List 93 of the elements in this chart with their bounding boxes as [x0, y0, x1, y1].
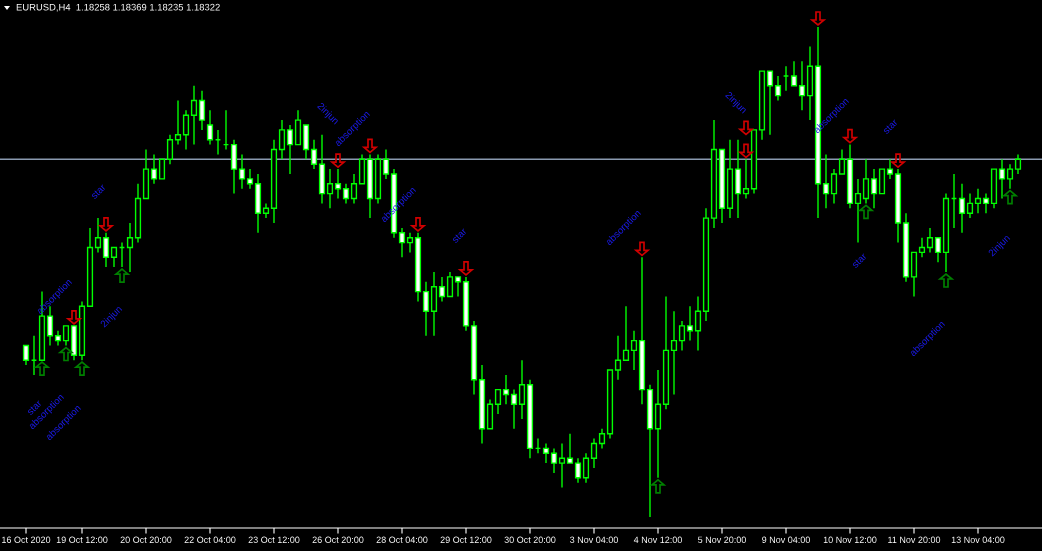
candlestick [110, 246, 118, 268]
x-tick-label: 29 Oct 12:00 [440, 536, 492, 543]
x-tick-label: 3 Nov 04:00 [570, 536, 618, 543]
candlestick [854, 178, 862, 244]
candlestick [406, 232, 414, 254]
candlestick [238, 153, 246, 190]
candlestick [126, 222, 134, 273]
candlestick [174, 99, 182, 146]
candlestick [190, 85, 198, 146]
x-tick-label: 11 Nov 20:00 [888, 536, 941, 543]
annotation: star [90, 183, 107, 200]
candlestick [438, 276, 446, 303]
x-tick-label: 4 Nov 12:00 [633, 536, 682, 543]
candlestick [614, 335, 622, 381]
candlestick [94, 217, 102, 254]
candlestick [150, 153, 158, 185]
candlestick [966, 192, 974, 219]
candlestick [494, 388, 502, 415]
candlestick [686, 305, 694, 342]
x-tick-label: 9 Nov 04:00 [762, 536, 810, 543]
candlestick [510, 388, 518, 430]
candlestick [502, 374, 510, 405]
candlestick [1014, 153, 1022, 175]
candlestick [766, 70, 774, 136]
candlestick [622, 305, 630, 361]
candlestick [934, 237, 942, 263]
candlestick [182, 109, 190, 151]
x-tick-label: 23 Oct 12:00 [248, 536, 300, 543]
candlestick [558, 442, 566, 489]
candlestick [998, 158, 1006, 200]
candlestick [22, 344, 30, 366]
candlestick [822, 153, 830, 209]
candlestick [158, 158, 166, 180]
x-tick-label: 10 Nov 12:00 [823, 536, 877, 543]
candlestick [670, 310, 678, 396]
candlestick [886, 158, 894, 180]
candlestick [102, 232, 110, 268]
candlestick [542, 442, 550, 464]
candlestick [1006, 163, 1014, 190]
candlestick [422, 281, 430, 337]
candlestick [926, 227, 934, 254]
x-tick-label: 30 Oct 20:00 [504, 536, 556, 543]
x-tick-label: 5 Nov 20:00 [698, 536, 746, 543]
x-tick-label: 28 Oct 04:00 [376, 536, 428, 543]
candlestick [198, 90, 206, 131]
candlestick [598, 428, 606, 450]
candlestick [974, 188, 982, 214]
candlestick [982, 192, 990, 214]
candlestick [398, 227, 406, 258]
candlestick [566, 433, 574, 464]
candlestick [862, 158, 870, 205]
candlestick [278, 119, 286, 160]
candlestick [382, 148, 390, 180]
annotation: star [451, 227, 468, 244]
candlestick [798, 60, 806, 111]
x-tick-label: 13 Nov 04:00 [951, 536, 1005, 543]
candlestick [774, 75, 782, 102]
x-tick-label: 19 Oct 12:00 [56, 536, 108, 543]
candlestick [334, 168, 342, 200]
candlestick [550, 447, 558, 474]
candlestick [310, 139, 318, 170]
candlestick [574, 457, 582, 484]
candlestick [958, 183, 966, 234]
annotation: star [851, 252, 868, 269]
candlestick [350, 173, 358, 205]
candlestick [582, 452, 590, 484]
candlestick [246, 168, 254, 190]
candlestick [630, 330, 638, 371]
candlestick [206, 109, 214, 146]
x-tick-label: 20 Oct 20:00 [120, 536, 172, 543]
candlestick [326, 168, 334, 209]
candlestick [286, 124, 294, 175]
x-tick-label: 26 Oct 20:00 [312, 536, 364, 543]
chart-title: EURUSD,H4 1.18258 1.18369 1.18235 1.18322 [16, 3, 220, 12]
candlestick [918, 237, 926, 258]
candlestick [62, 325, 70, 347]
candlestick [830, 168, 838, 205]
candlestick [838, 148, 846, 175]
candlestick [694, 295, 702, 352]
candlestick [870, 168, 878, 209]
candlestick [166, 134, 174, 165]
candlestick [446, 271, 454, 298]
annotation: star [882, 118, 899, 135]
x-tick-label: 22 Oct 04:00 [184, 536, 236, 543]
candlestick [790, 60, 798, 87]
candlestick [590, 437, 598, 469]
candlestick [342, 183, 350, 205]
candlestick [678, 320, 686, 352]
candlestick [742, 158, 750, 200]
candlestick [454, 276, 462, 298]
candlestick [518, 359, 526, 420]
x-tick-label: 16 Oct 2020 [2, 536, 51, 543]
candlestick [262, 202, 270, 219]
